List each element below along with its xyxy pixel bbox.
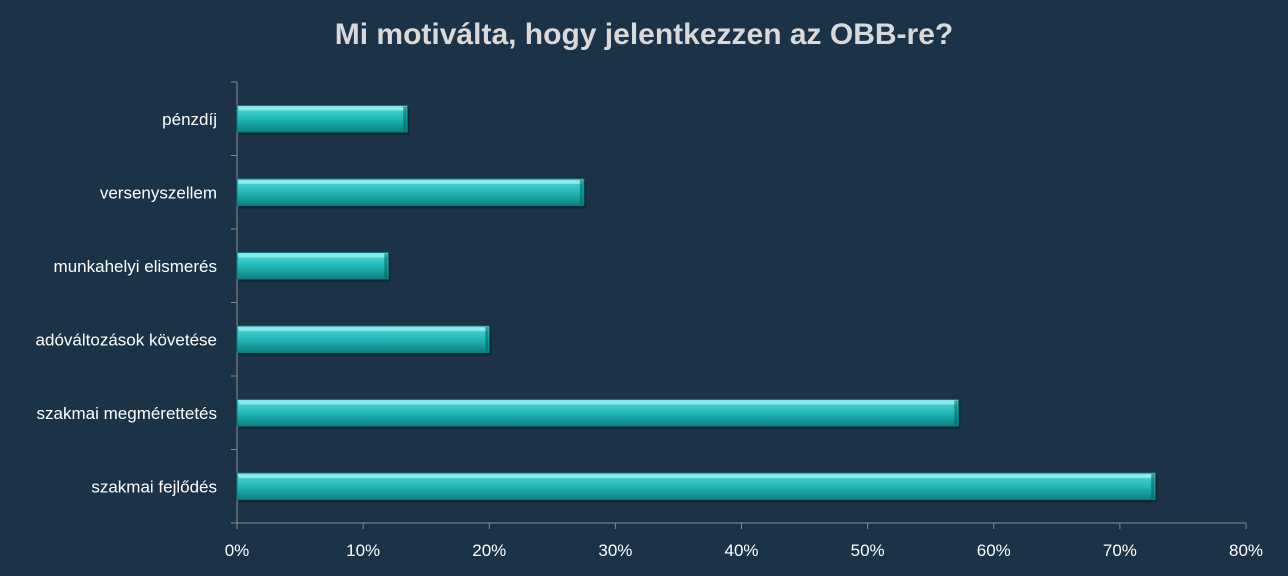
y-category-label: versenyszellem (100, 183, 217, 202)
x-tick-label: 80% (1229, 541, 1263, 560)
x-tick-label: 50% (851, 541, 885, 560)
bar-end-bevel (485, 327, 489, 352)
y-category-label: adóváltozások követése (36, 330, 217, 349)
x-tick-label: 0% (225, 541, 250, 560)
bar-highlight (239, 475, 1154, 479)
y-category-label: munkahelyi elismerés (54, 257, 217, 276)
bar-end-bevel (954, 400, 958, 425)
x-tick-label: 10% (346, 541, 380, 560)
y-category-label: szakmai fejlődés (91, 477, 217, 496)
bar-highlight (239, 401, 957, 405)
bar-highlight (239, 254, 387, 258)
x-tick-label: 20% (472, 541, 506, 560)
bar-end-bevel (403, 106, 407, 131)
y-category-label: pénzdíj (162, 110, 217, 129)
bar-highlight (239, 181, 582, 185)
bar-end-bevel (384, 253, 388, 278)
x-tick-label: 40% (724, 541, 758, 560)
bar-end-bevel (579, 180, 583, 205)
x-tick-label: 60% (977, 541, 1011, 560)
x-tick-label: 30% (598, 541, 632, 560)
bar-highlight (239, 107, 406, 111)
bar-end-bevel (1151, 474, 1155, 499)
y-category-label: szakmai megmérettetés (37, 404, 217, 423)
bar-highlight (239, 328, 488, 332)
x-tick-label: 70% (1103, 541, 1137, 560)
chart-title: Mi motiválta, hogy jelentkezzen az OBB-r… (334, 18, 954, 51)
